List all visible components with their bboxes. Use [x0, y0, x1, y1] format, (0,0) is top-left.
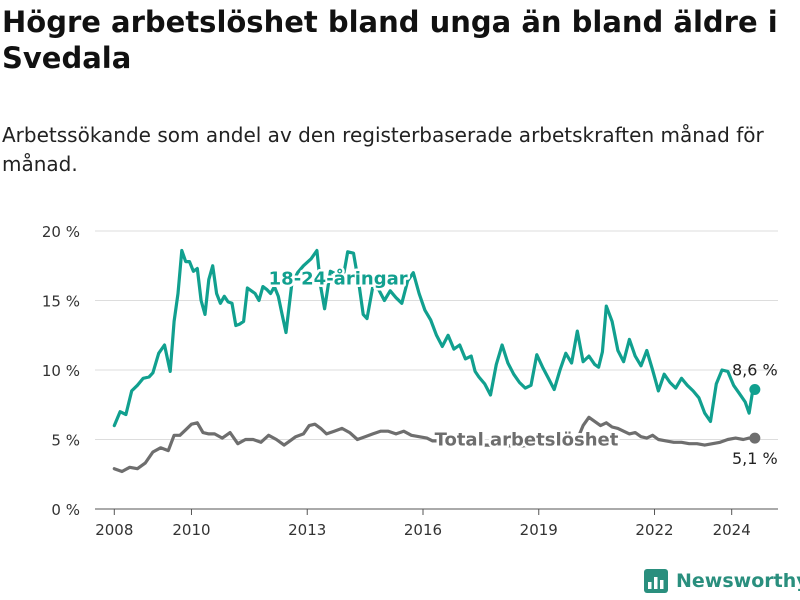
- y-tick-label: 5 %: [51, 432, 80, 450]
- x-tick-label: 2008: [95, 521, 133, 539]
- grid-layer: 0 % 5 % 10 % 15 % 20 % 2008 2010 2013 2016 2019 20…: [42, 223, 778, 539]
- y-tick-label: 0 %: [51, 501, 80, 519]
- series-line-1: [112, 415, 757, 474]
- x-tick-label: 2016: [404, 521, 442, 539]
- x-tick-label: 2019: [520, 521, 558, 539]
- label-layer: 8,6 % 5,1 % 18-24-åringar Total arbetslöshe…: [266, 265, 778, 468]
- series-end-point: [749, 432, 761, 444]
- bar-chart-icon: [644, 569, 668, 593]
- y-tick-label: 20 %: [42, 223, 80, 241]
- x-tick-label: 2013: [288, 521, 326, 539]
- x-tick-label: 2024: [713, 521, 751, 539]
- y-tick-label: 15 %: [42, 293, 80, 311]
- x-tick-label: 2022: [635, 521, 673, 539]
- brand-name: Newsworthy: [676, 570, 800, 592]
- series-line-0: [112, 248, 757, 428]
- chart-subtitle: Arbetssökande som andel av den registerb…: [2, 123, 764, 176]
- series-label: 18-24-åringar: [269, 267, 408, 289]
- series-layer: [112, 248, 761, 474]
- chart-title: Högre arbetslöshet bland unga än bland ä…: [2, 5, 778, 75]
- series-label: Total arbetslöshet: [435, 430, 619, 451]
- series-end-label: 8,6 %: [732, 360, 778, 379]
- x-tick-label: 2010: [172, 521, 210, 539]
- y-tick-label: 10 %: [42, 362, 80, 380]
- series-end-label: 5,1 %: [732, 449, 778, 468]
- brand-logo: Newsworthy: [644, 569, 800, 593]
- series-end-point: [749, 383, 761, 395]
